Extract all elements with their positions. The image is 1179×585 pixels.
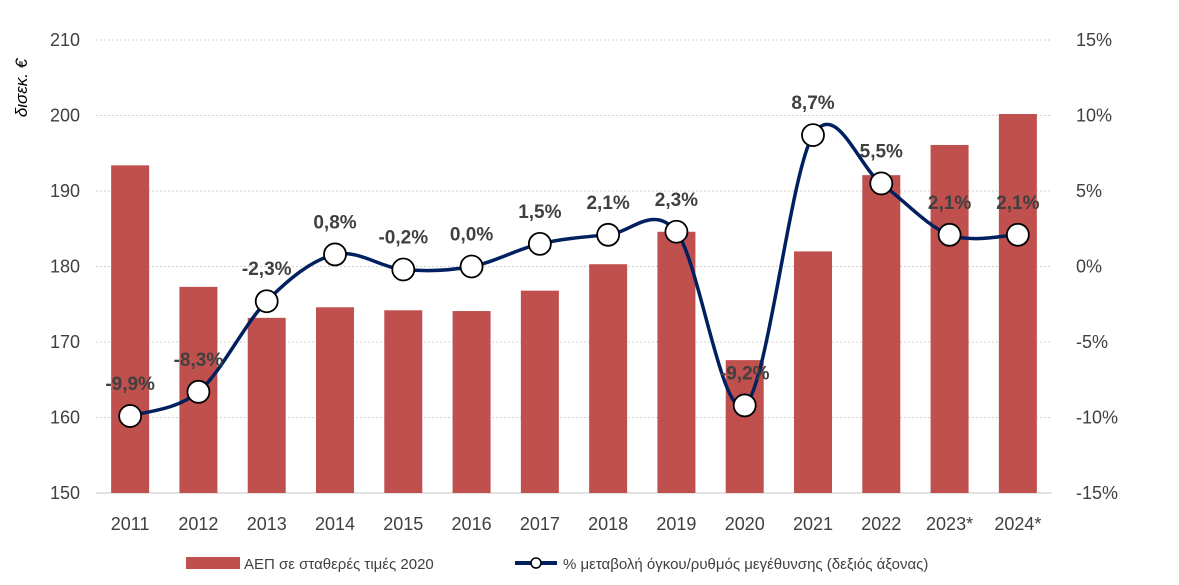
legend-bar-swatch <box>186 557 240 569</box>
line-point <box>1005 222 1030 247</box>
x-tick-label: 2020 <box>725 514 765 534</box>
x-tick-label: 2017 <box>520 514 560 534</box>
y-axis-label: δισεκ. € <box>12 57 31 117</box>
line-point <box>527 231 552 256</box>
x-tick-label: 2018 <box>588 514 628 534</box>
legend-line-marker <box>530 557 542 569</box>
right-tick-label: -10% <box>1076 408 1118 428</box>
data-label: -9,9% <box>105 374 155 395</box>
x-tick-label: 2011 <box>111 514 150 534</box>
left-tick-label: 200 <box>50 106 80 126</box>
data-label: 0,0% <box>450 225 493 246</box>
line-point <box>596 222 621 247</box>
right-tick-label: -15% <box>1076 483 1118 503</box>
line-point <box>937 222 962 247</box>
right-tick-label: 15% <box>1076 30 1112 50</box>
x-tick-label: 2013 <box>247 514 287 534</box>
right-tick-label: -5% <box>1076 332 1108 352</box>
bar <box>247 317 286 493</box>
line-series <box>118 122 1030 428</box>
x-tick-label: 2019 <box>656 514 696 534</box>
legend-line-label: % μεταβολή όγκου/ρυθμός μεγέθυνσης (δεξι… <box>563 556 928 573</box>
data-label: 8,7% <box>791 93 834 114</box>
bar <box>384 310 423 493</box>
bar <box>520 290 559 493</box>
bar <box>930 144 969 493</box>
right-tick-label: 5% <box>1076 181 1102 201</box>
right-tick-label: 0% <box>1076 257 1102 277</box>
line-point <box>732 393 757 418</box>
x-tick-label: 2012 <box>178 514 218 534</box>
line-point <box>391 257 416 282</box>
bar-series <box>111 113 1037 494</box>
x-tick-label: 2021 <box>793 514 833 534</box>
data-labels: -9,9% -8,3% -2,3% 0,8% -0,2% 0,0% 1,5% 2,1% 2,3%… <box>105 93 1039 395</box>
left-tick-label: 190 <box>50 181 80 201</box>
x-tick-label: 2022 <box>861 514 901 534</box>
x-tick-label: 2014 <box>315 514 355 534</box>
x-tick-label: 2024* <box>994 514 1041 534</box>
legend: ΑΕΠ σε σταθερές τιμές 2020 % μεταβολή όγ… <box>186 556 928 573</box>
data-label: 1,5% <box>518 202 561 223</box>
growth-line <box>129 122 1018 418</box>
left-axis-ticks: 150 160 170 180 190 200 210 <box>50 30 80 503</box>
data-label: 2,1% <box>928 193 971 214</box>
left-tick-label: 210 <box>50 30 80 50</box>
bar <box>657 231 696 493</box>
data-label: 2,3% <box>655 190 698 211</box>
line-point <box>801 123 825 148</box>
data-label: 0,8% <box>313 212 356 233</box>
data-label: 2,1% <box>996 193 1039 214</box>
bar <box>794 251 832 493</box>
data-label: -0,2% <box>378 228 428 249</box>
data-label: -2,3% <box>242 259 292 280</box>
line-point <box>186 379 211 404</box>
bar <box>998 113 1037 494</box>
line-point <box>118 404 143 428</box>
x-tick-label: 2023* <box>926 514 973 534</box>
data-label: 2,1% <box>586 193 629 214</box>
line-point <box>664 219 689 244</box>
line-point <box>869 171 894 196</box>
line-point <box>459 254 484 279</box>
right-tick-label: 10% <box>1076 106 1112 126</box>
bar <box>452 311 491 493</box>
x-tick-label: 2016 <box>452 514 492 534</box>
x-tick-label: 2015 <box>383 514 423 534</box>
line-point <box>254 289 279 314</box>
bar <box>111 165 150 493</box>
bar <box>589 264 628 493</box>
line-point <box>323 242 347 267</box>
right-axis-ticks: -15% -10% -5% 0% 5% 10% 15% <box>1076 30 1118 503</box>
left-tick-label: 180 <box>50 257 80 277</box>
data-label: 5,5% <box>860 141 903 162</box>
left-tick-label: 170 <box>50 332 80 352</box>
gridlines <box>96 39 1052 494</box>
legend-bar-label: ΑΕΠ σε σταθερές τιμές 2020 <box>244 556 434 573</box>
x-axis-ticks: 2011 2012 2013 2014 2015 2016 2017 2018 2019 2020… <box>111 514 1042 534</box>
bar <box>316 307 354 493</box>
bar <box>862 175 901 493</box>
data-label: -8,3% <box>174 350 224 371</box>
left-tick-label: 150 <box>50 483 80 503</box>
left-tick-label: 160 <box>50 408 80 428</box>
data-label: -9,2% <box>720 363 770 384</box>
